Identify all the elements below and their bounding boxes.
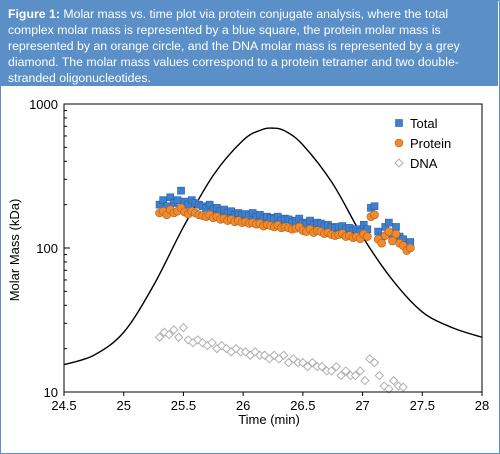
dna-point (259, 350, 270, 360)
dna-point (355, 366, 365, 376)
dna-point (173, 332, 184, 342)
axes: 24.5 25 25.5 26 26.5 27 27.5 28 10 100 1000 (29, 97, 489, 413)
dna-point (307, 357, 318, 368)
protein-point (363, 232, 372, 241)
caption-label: Figure 1: (8, 7, 60, 21)
dna-point (360, 375, 370, 386)
x-tick-label: 28 (475, 398, 489, 413)
protein-point (370, 210, 379, 220)
dna-point (231, 343, 241, 354)
total-point (173, 196, 182, 204)
dna-point (326, 366, 337, 376)
dna-point (374, 370, 384, 381)
caption-text: Molar mass vs. time plot via protein con… (8, 7, 460, 85)
protein-point (384, 227, 394, 236)
dna-point (207, 337, 217, 348)
legend-dna-label: DNA (410, 156, 438, 171)
plot-area (63, 127, 483, 394)
total-point (177, 186, 185, 195)
molar-mass-chart: 24.5 25 25.5 26 26.5 27 27.5 28 10 100 1000 Total P… (7, 97, 489, 427)
protein-point (406, 243, 415, 253)
legend-protein-marker (394, 138, 404, 148)
total-point (392, 223, 400, 231)
x-tick-label: 25.5 (171, 398, 196, 413)
dna-point (154, 332, 165, 342)
legend-dna-marker (394, 158, 404, 168)
protein-point (391, 229, 401, 239)
x-axis-label: Time (min) (238, 412, 300, 427)
legend-protein-label: Protein (410, 136, 451, 151)
legend-total-label: Total (410, 116, 438, 131)
dna-point (169, 325, 179, 335)
dna-point (350, 370, 361, 381)
y-tick-label: 10 (44, 385, 58, 400)
x-tick-label: 27 (355, 398, 369, 413)
x-tick-label: 26.5 (290, 398, 315, 413)
dna-point (398, 382, 408, 392)
legend-box (390, 112, 476, 174)
dna-point (221, 343, 232, 354)
legend: Total Protein DNA (390, 112, 476, 174)
total-point (385, 218, 393, 227)
uv-trace-line (63, 127, 483, 366)
x-tick-label: 27.5 (410, 398, 435, 413)
dna-point (341, 366, 351, 376)
dna-point (164, 329, 174, 340)
x-tick-label: 25 (116, 398, 130, 413)
dna-point (388, 375, 399, 386)
dna-point (317, 361, 327, 372)
dna-point (384, 384, 394, 394)
total-point (370, 202, 379, 211)
dna-point (298, 357, 308, 368)
legend-total-marker (395, 119, 403, 127)
dna-point (279, 350, 289, 360)
dna-point (178, 322, 189, 333)
protein-point (377, 238, 386, 248)
figure-caption: Figure 1: Molar mass vs. time plot via p… (0, 0, 498, 86)
dna-point (159, 327, 170, 337)
dna-point (336, 370, 346, 381)
dna-point (331, 361, 342, 372)
dna-point (369, 357, 380, 368)
y-tick-label: 100 (36, 241, 58, 256)
y-axis-label: Molar Mass (kDa) (7, 199, 22, 302)
x-tick-label: 26 (236, 398, 250, 413)
dna-point (302, 361, 313, 372)
dna-point (183, 335, 193, 345)
y-tick-label: 1000 (29, 97, 58, 112)
x-tick-label: 24.5 (51, 398, 76, 413)
